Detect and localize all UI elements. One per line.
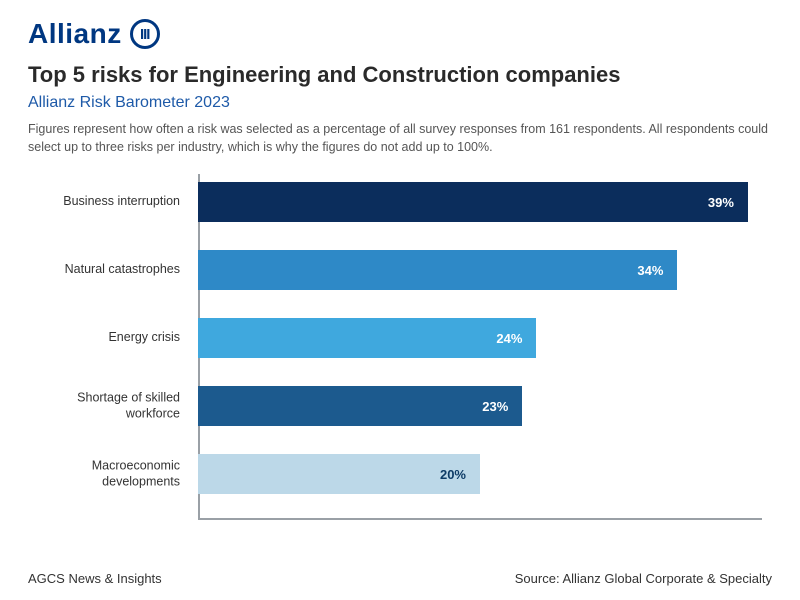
bar: 23% [198, 386, 522, 426]
bar-label: Macroeconomic developments [28, 459, 188, 490]
page-title: Top 5 risks for Engineering and Construc… [28, 62, 772, 88]
bar-row: Energy crisis 24% [198, 310, 772, 366]
page-description: Figures represent how often a risk was s… [28, 120, 768, 156]
brand-name: Allianz [28, 18, 122, 50]
bar-row: Macroeconomic developments 20% [198, 446, 772, 502]
bar-row: Natural catastrophes 34% [198, 242, 772, 298]
page-subtitle: Allianz Risk Barometer 2023 [28, 94, 772, 112]
bar: 24% [198, 318, 536, 358]
footer: AGCS News & Insights Source: Allianz Glo… [28, 571, 772, 586]
footer-right: Source: Allianz Global Corporate & Speci… [515, 571, 772, 586]
brand-mark-icon: III [130, 19, 160, 49]
bar: 20% [198, 454, 480, 494]
bar: 39% [198, 182, 748, 222]
bar-row: Shortage of skilled workforce 23% [198, 378, 772, 434]
bar-value: 34% [637, 263, 663, 278]
bar: 34% [198, 250, 677, 290]
bar-label: Shortage of skilled workforce [28, 391, 188, 422]
brand-logo: Allianz III [28, 18, 772, 50]
x-axis-line [198, 518, 762, 520]
risk-bar-chart: Business interruption 39% Natural catast… [28, 174, 772, 514]
bar-row: Business interruption 39% [198, 174, 772, 230]
bar-value: 23% [482, 399, 508, 414]
bar-label: Natural catastrophes [28, 262, 188, 278]
footer-left: AGCS News & Insights [28, 571, 162, 586]
bar-value: 39% [708, 195, 734, 210]
bar-label: Business interruption [28, 194, 188, 210]
bar-value: 20% [440, 467, 466, 482]
bar-value: 24% [496, 331, 522, 346]
bar-label: Energy crisis [28, 330, 188, 346]
